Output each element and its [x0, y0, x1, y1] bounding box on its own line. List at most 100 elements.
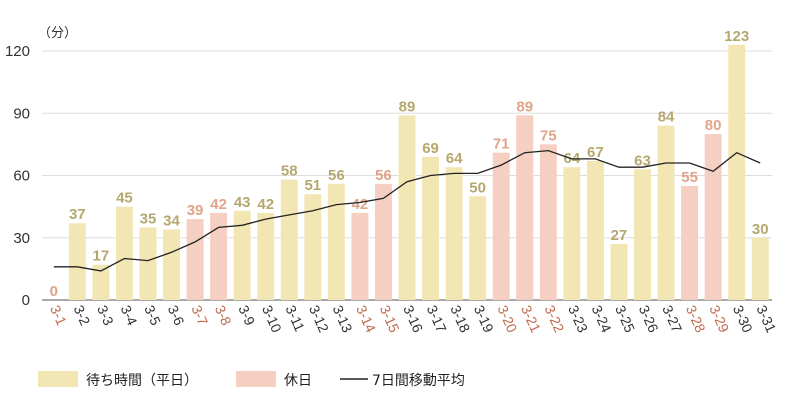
x-tick-label: 3-24: [589, 303, 615, 335]
data-label: 35: [140, 210, 157, 227]
bar: [68, 223, 86, 300]
y-unit-label: （分）: [38, 26, 77, 41]
bar: [327, 183, 345, 300]
x-tick-label: 3-6: [165, 303, 188, 328]
x-tick-label: 3-14: [353, 303, 379, 335]
data-label: 80: [705, 117, 722, 134]
bar: [422, 156, 440, 300]
data-label: 42: [210, 196, 227, 213]
x-tick-label: 3-17: [424, 303, 450, 335]
data-label: 64: [446, 150, 463, 167]
bars: [68, 44, 769, 301]
x-tick-label: 3-30: [730, 303, 756, 335]
data-label: 75: [540, 127, 557, 144]
data-label: 69: [422, 140, 439, 157]
data-label: 63: [634, 152, 651, 169]
bar: [728, 44, 746, 301]
data-label: 42: [352, 196, 369, 213]
y-tick-label: 0: [22, 292, 30, 309]
data-label: 89: [516, 98, 533, 115]
data-label: 56: [375, 167, 392, 184]
x-tick-label: 3-27: [659, 303, 685, 335]
x-tick-label: 3-4: [118, 303, 141, 328]
bar: [163, 229, 180, 300]
bar: [398, 115, 416, 300]
x-tick-label: 3-26: [636, 303, 662, 335]
bar: [539, 144, 557, 300]
data-label: 89: [399, 98, 416, 115]
x-tick-label: 3-11: [283, 303, 309, 334]
x-tick-label: 3-25: [612, 303, 638, 335]
x-axis-labels: 3-1 3-2 3-3 3-4 3-5 3-6 3-7 3-8 3-9 3-103-113-123…: [47, 303, 780, 335]
x-tick-label: 3-9: [235, 303, 258, 328]
x-tick-label: 3-21: [518, 303, 544, 335]
x-tick-label: 3-12: [306, 303, 332, 335]
legend: 待ち時間（平日） 休日 7日間移動平均: [38, 371, 465, 389]
bar: [469, 196, 487, 300]
data-label: 50: [469, 179, 486, 196]
x-tick-label: 3-29: [706, 303, 732, 335]
moving-average-line: [53, 149, 761, 272]
y-tick-label: 30: [13, 230, 30, 247]
bar: [92, 264, 110, 300]
legend-label-moving-average: 7日間移動平均: [372, 373, 465, 389]
bar: [210, 212, 228, 300]
data-label: 39: [187, 202, 204, 219]
bar: [351, 212, 369, 300]
y-tick-label: 90: [13, 105, 30, 122]
x-tick-label: 3-5: [141, 303, 164, 328]
y-axis-ticks: 0 30 60 90 120: [5, 43, 30, 309]
bar: [374, 183, 392, 300]
bar: [233, 210, 251, 300]
bar: [186, 219, 204, 300]
data-label: 84: [658, 109, 675, 126]
bar: [115, 206, 133, 300]
x-tick-label: 3-19: [471, 303, 497, 335]
bar: [516, 115, 534, 300]
legend-label-weekday: 待ち時間（平日）: [86, 373, 198, 389]
x-tick-label: 3-22: [542, 303, 568, 335]
data-label: 27: [611, 227, 628, 244]
legend-swatch-weekday: [38, 371, 78, 387]
bar: [610, 243, 628, 300]
bar: [681, 185, 699, 300]
data-label: 17: [93, 248, 110, 265]
x-tick-label: 3-3: [94, 303, 117, 328]
data-label: 71: [493, 136, 510, 153]
data-label: 34: [163, 212, 180, 229]
data-label: 51: [304, 177, 321, 194]
x-tick-label: 3-7: [188, 303, 211, 328]
data-label: 67: [587, 144, 604, 161]
y-tick-label: 120: [5, 43, 30, 60]
bar: [139, 227, 157, 300]
bar: [304, 194, 322, 300]
x-tick-label: 3-16: [400, 303, 426, 335]
data-label: 45: [116, 190, 133, 207]
data-label: 30: [752, 221, 769, 238]
x-tick-label: 3-18: [447, 303, 473, 335]
bar: [563, 167, 581, 300]
bar: [257, 212, 275, 300]
data-label: 123: [724, 28, 749, 45]
x-tick-label: 3-8: [212, 303, 235, 328]
bar: [445, 167, 463, 300]
data-labels: 0 37 17 45 35 34 39 42 43 42 58 51 56 42 56 89 69 64 50 71 8…: [50, 28, 769, 300]
x-tick-label: 3-1: [47, 303, 70, 328]
data-label: 37: [69, 206, 86, 223]
x-tick-label: 3-20: [494, 303, 520, 335]
x-tick-label: 3-15: [377, 303, 403, 335]
legend-label-holiday: 休日: [284, 373, 312, 389]
bar: [751, 237, 769, 300]
bar: [704, 134, 722, 300]
x-tick-label: 3-23: [565, 303, 591, 335]
bar: [657, 125, 675, 300]
bar: [634, 169, 651, 300]
data-label: 55: [681, 169, 698, 186]
x-tick-label: 3-28: [683, 303, 709, 335]
legend-swatch-holiday: [236, 371, 276, 387]
y-tick-label: 60: [13, 168, 30, 185]
data-label: 43: [234, 194, 251, 211]
bar: [586, 160, 604, 300]
data-label: 42: [257, 196, 274, 213]
